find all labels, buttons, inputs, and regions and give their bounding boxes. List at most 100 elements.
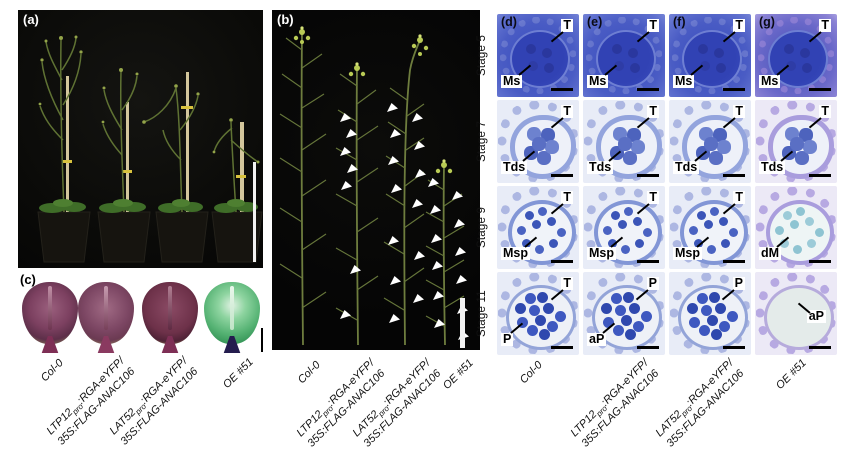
annotation-bottom-left: Ms xyxy=(673,73,695,88)
anther-cross-section xyxy=(508,199,576,265)
annotation-bottom-left: Tds xyxy=(587,159,614,174)
annotation-top-right: T xyxy=(733,104,745,119)
scale-bar xyxy=(809,260,831,263)
anther-cross-section xyxy=(506,284,576,350)
annotation-top-right: P xyxy=(732,276,745,291)
scale-bar xyxy=(261,328,263,352)
micrograph-e-stage7: T Tds xyxy=(583,100,665,183)
scale-bar xyxy=(809,88,831,91)
annotation-top-right: T xyxy=(733,18,745,33)
anther-lobes xyxy=(142,282,198,344)
panel-letter-f: (f) xyxy=(673,15,686,29)
annotation-bottom-left: Tds xyxy=(759,159,786,174)
anther-cross-section xyxy=(678,284,748,350)
plants-illustration xyxy=(37,35,263,263)
panel-c-letter: (c) xyxy=(20,272,36,287)
annotation-bottom-left: aP xyxy=(587,331,607,346)
annotation-bottom-left: P xyxy=(501,331,514,346)
scale-bar xyxy=(637,174,659,177)
anther-lobes xyxy=(22,282,78,344)
panel-letter-g: (g) xyxy=(759,15,775,29)
panel-a-whole-plants-photo: (a) xyxy=(18,10,263,268)
annotation-bottom-left: Msp xyxy=(673,245,702,260)
annotation-bottom-left: dM xyxy=(759,245,782,260)
cell-dots xyxy=(526,44,536,55)
annotation-top-right: T xyxy=(647,18,659,33)
panel-b-letter: (b) xyxy=(277,12,294,27)
cell-dots xyxy=(612,44,622,55)
scale-bar xyxy=(551,88,573,91)
micrograph-g-stage9: dM xyxy=(755,186,837,269)
scale-bar xyxy=(551,346,573,349)
micrograph-g-stage11: aP xyxy=(755,272,837,355)
scale-bar xyxy=(809,346,831,349)
anther-image-oe51 xyxy=(204,282,260,344)
row-label-stage5: Stage 5 xyxy=(476,34,488,77)
microspore-dots xyxy=(531,219,541,229)
pollen-dots xyxy=(614,304,626,316)
panel-letter-d: (d) xyxy=(501,15,517,29)
row-label-stage7: Stage 7 xyxy=(476,120,488,163)
cell-dots xyxy=(784,44,794,55)
scale-bar xyxy=(551,174,573,177)
tetrad-dots xyxy=(618,136,632,151)
anther-image-col0 xyxy=(22,282,78,344)
tetrad-dots xyxy=(790,136,804,151)
scale-bar xyxy=(723,346,745,349)
anther-image-lat52 xyxy=(142,282,198,344)
microspore-dots xyxy=(703,219,713,229)
micrograph-e-stage11: P aP xyxy=(583,272,665,355)
annotation-top-right: T xyxy=(819,104,831,119)
pollen-dots xyxy=(528,304,540,316)
panel-a-letter: (a) xyxy=(23,12,39,27)
micrograph-f-stage11: P xyxy=(669,272,751,355)
scale-bar xyxy=(723,260,745,263)
annotation-top-right: T xyxy=(561,276,573,291)
micrograph-f-stage5: (f) T Ms xyxy=(669,14,751,97)
microspore-dots xyxy=(617,219,627,229)
scale-bar xyxy=(253,162,256,262)
micrograph-e-stage9: T Msp xyxy=(583,186,665,269)
micrograph-d-stage11: T P xyxy=(497,272,579,355)
micrograph-f-stage9: T Msp xyxy=(669,186,751,269)
cell-dots xyxy=(698,44,708,55)
annotation-top-right: T xyxy=(733,190,745,205)
annotation-aborted-pollen: aP xyxy=(806,308,826,323)
micrograph-d-stage7: T Tds xyxy=(497,100,579,183)
scale-bar xyxy=(460,298,465,348)
anther-lobes xyxy=(78,282,134,344)
annotation-top-right: P xyxy=(646,276,659,291)
annotation-top-right: T xyxy=(561,104,573,119)
annotation-bottom-left: Tds xyxy=(673,159,700,174)
annotation-top-right: T xyxy=(647,104,659,119)
panel-c-anther-viability: (c) xyxy=(18,272,270,354)
micrograph-d-stage9: T Msp xyxy=(497,186,579,269)
micrograph-g-stage5: (g) T Ms xyxy=(755,14,837,97)
row-label-stage11: Stage 11 xyxy=(476,290,488,337)
micrograph-f-stage7: T Tds xyxy=(669,100,751,183)
scale-bar xyxy=(723,174,745,177)
annotation-bottom-left: Ms xyxy=(759,73,781,88)
scale-bar xyxy=(809,174,831,177)
annotation-top-right: T xyxy=(561,190,573,205)
micrograph-e-stage5: (e) T Ms xyxy=(583,14,665,97)
micrograph-grid: (d) T Ms (e) T Ms (f) T Ms (g) T Ms xyxy=(497,14,837,355)
anther-cross-section xyxy=(592,284,662,350)
row-label-stage9: Stage 9 xyxy=(476,206,488,249)
tetrad-dots xyxy=(704,136,718,151)
annotation-top-right: T xyxy=(819,18,831,33)
scale-bar xyxy=(551,260,573,263)
anther-image-ltp12 xyxy=(78,282,134,344)
annotation-bottom-left: Ms xyxy=(587,73,609,88)
micrograph-g-stage7: T Tds xyxy=(755,100,837,183)
annotation-bottom-left: Tds xyxy=(501,159,528,174)
annotation-bottom-left: Ms xyxy=(501,73,523,88)
microspore-dots xyxy=(789,219,799,229)
inflorescence-stems-illustration xyxy=(279,26,469,346)
micrograph-d-stage5: (d) T Ms xyxy=(497,14,579,97)
anther-lobes xyxy=(204,282,260,344)
scale-bar xyxy=(637,346,659,349)
annotation-bottom-left: Msp xyxy=(587,245,616,260)
panel-b-inflorescences-photo: (b) xyxy=(272,10,480,350)
annotation-top-right: T xyxy=(647,190,659,205)
